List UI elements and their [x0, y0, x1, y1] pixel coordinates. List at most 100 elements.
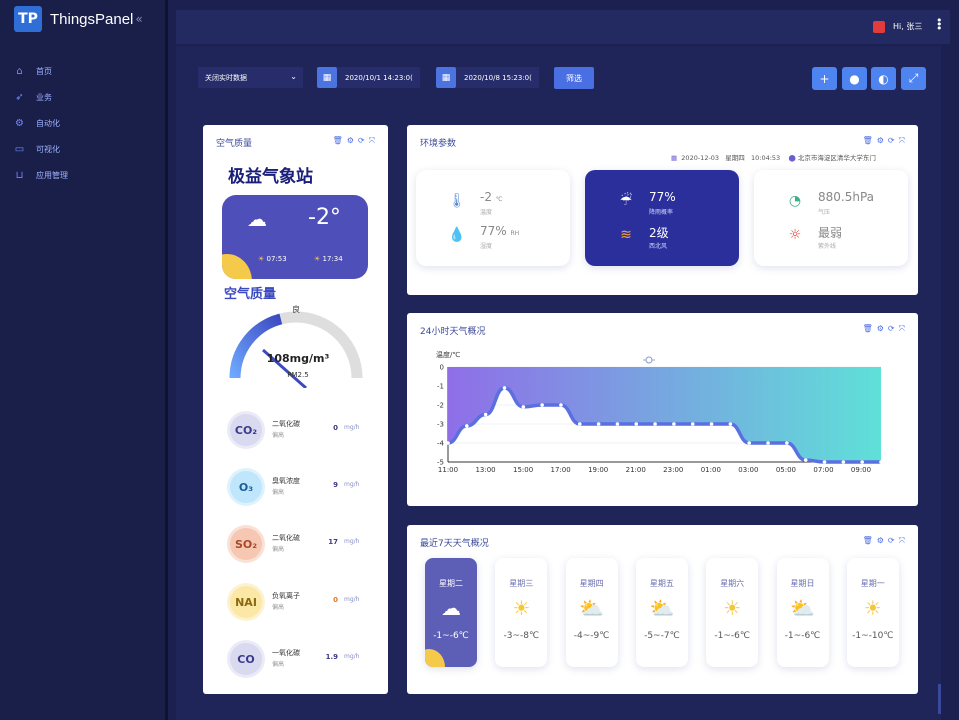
- day-card[interactable]: 星期一 ☀ -1~-10℃: [846, 558, 899, 667]
- data-point[interactable]: [634, 422, 639, 426]
- temperature-chart: 温度/℃ 0 -1 -2 -3 -4 -511:00 13:00 15:00 17:00 19:0…: [436, 350, 883, 474]
- env-stat-row: ☔ 77% 降雨概率: [615, 190, 676, 216]
- filter-button[interactable]: 筛选: [554, 67, 594, 89]
- sidebar-item-label: 首页: [36, 66, 52, 76]
- data-point[interactable]: [747, 441, 752, 445]
- env-stat-card[interactable]: 🌡 -2 ℃ 温度 💧 77% RH 湿度: [416, 170, 570, 266]
- current-weather-box: ☁ -2° ☀ 07:53 ☀ 17:34: [222, 195, 368, 279]
- air-quality-card: 空气质量 🗑 ⚙ ⟳ ⤧ 极益气象站 ☁ -2° ☀ 07:53 ☀ 17:34…: [203, 125, 388, 694]
- theme-button[interactable]: ◐: [871, 67, 896, 90]
- data-point[interactable]: [879, 460, 883, 464]
- collapse-sidebar-icon[interactable]: «: [135, 12, 143, 26]
- user-greeting[interactable]: Hi, 张三: [893, 22, 923, 31]
- card-tools: 🗑 ⚙ ⟳ ⤧: [333, 136, 375, 146]
- trash-icon[interactable]: 🗑: [862, 136, 873, 145]
- data-point[interactable]: [446, 441, 450, 445]
- add-button[interactable]: +: [812, 67, 837, 90]
- data-point[interactable]: [728, 422, 733, 426]
- day-card[interactable]: 星期二 ☁ -1~-6℃: [425, 558, 477, 667]
- refresh-icon[interactable]: ⟳: [357, 136, 365, 145]
- sidebar-item[interactable]: ➶ 业务: [0, 84, 165, 110]
- data-point[interactable]: [559, 403, 563, 407]
- trash-icon[interactable]: 🗑: [862, 536, 873, 545]
- day-card[interactable]: 星期四 ⛅ -4~-9℃: [565, 558, 618, 667]
- refresh-icon[interactable]: ⟳: [887, 136, 895, 145]
- logo[interactable]: TP ThingsPanel «: [14, 6, 143, 32]
- scrollbar[interactable]: [938, 684, 941, 714]
- sidebar-item[interactable]: ⚙ 自动化: [0, 110, 165, 136]
- calendar-icon[interactable]: ▦: [317, 67, 337, 88]
- data-point[interactable]: [785, 441, 789, 445]
- day-range: -4~-9℃: [573, 631, 610, 641]
- refresh-icon[interactable]: ⟳: [887, 324, 895, 333]
- gear-icon[interactable]: ⚙: [876, 324, 884, 333]
- data-point[interactable]: [521, 405, 526, 409]
- data-point[interactable]: [672, 422, 676, 426]
- day-card[interactable]: 星期三 ☀ -3~-8℃: [495, 558, 548, 667]
- env-stat-label: 湿度: [480, 243, 493, 250]
- data-point[interactable]: [860, 460, 864, 464]
- station-name: 极益气象站: [228, 167, 313, 187]
- env-stat-row: ☼ 最弱 紫外线: [784, 224, 842, 250]
- sidebar-item[interactable]: ▭ 可视化: [0, 136, 165, 162]
- data-point[interactable]: [615, 422, 620, 426]
- zoom-slider-handle[interactable]: [643, 356, 655, 364]
- gear-icon[interactable]: ⚙: [346, 136, 354, 145]
- area-fill: [448, 367, 881, 462]
- expand-icon[interactable]: ⤧: [898, 324, 905, 333]
- expand-icon[interactable]: ⤧: [368, 136, 375, 145]
- data-point[interactable]: [766, 441, 770, 445]
- realtime-select[interactable]: 关闭实时数据 ⌄: [198, 67, 303, 88]
- fullscreen-button[interactable]: ⤢: [901, 67, 926, 90]
- pollutant-row: O₃ 臭氧浓度 偏高 9 mg/h: [230, 471, 380, 505]
- day-name: 星期五: [649, 579, 674, 588]
- app-name: ThingsPanel: [50, 10, 134, 28]
- chart-card: 24小时天气概况 🗑 ⚙ ⟳ ⤧ 温度/℃ 0 -1 -2 -3 -4 -5 11:00 13…: [407, 313, 918, 506]
- data-point[interactable]: [653, 422, 657, 426]
- data-point[interactable]: [841, 460, 846, 464]
- end-date-input[interactable]: 2020/10/8 15:23:0(: [456, 67, 539, 88]
- data-point[interactable]: [596, 422, 601, 426]
- env-stat-card[interactable]: ◔ 880.5hPa 气压 ☼ 最弱 紫外线: [754, 170, 908, 266]
- gauge-value: 108mg/m³: [267, 352, 330, 365]
- data-point[interactable]: [822, 460, 827, 464]
- data-point[interactable]: [690, 422, 695, 426]
- day-card[interactable]: 星期五 ⛅ -5~-7℃: [635, 558, 688, 667]
- expand-icon[interactable]: ⤧: [898, 136, 905, 145]
- wind-icon: ≋: [620, 227, 632, 243]
- trash-icon[interactable]: 🗑: [862, 324, 873, 333]
- data-point[interactable]: [803, 458, 808, 462]
- water-drop-button[interactable]: ●: [842, 67, 867, 90]
- data-point[interactable]: [502, 386, 507, 390]
- data-point[interactable]: [709, 422, 714, 426]
- gear-icon[interactable]: ⚙: [876, 136, 884, 145]
- sidebar: TP ThingsPanel « ⌂ 首页 ➶ 业务 ⚙ 自动化 ▭ 可视化 ⊔ 应用管理: [0, 0, 168, 720]
- china-flag-icon[interactable]: [873, 21, 885, 33]
- y-tick-label: -5: [437, 459, 444, 467]
- day-name: 星期一: [860, 579, 885, 588]
- sidebar-item[interactable]: ⌂ 首页: [0, 58, 165, 84]
- day-card[interactable]: 星期六 ☀ -1~-6℃: [706, 558, 759, 667]
- sun-icon: ☀: [723, 596, 742, 620]
- gear-icon[interactable]: ⚙: [876, 536, 884, 545]
- sidebar-item[interactable]: ⊔ 应用管理: [0, 162, 165, 188]
- more-menu-icon[interactable]: • • •: [936, 14, 943, 35]
- card-title: 最近7天天气概况: [420, 539, 489, 549]
- trash-icon[interactable]: 🗑: [332, 136, 343, 145]
- gauge-fill: [229, 313, 283, 379]
- x-tick-label: 23:00: [663, 466, 683, 474]
- env-stat-row: ◔ 880.5hPa 气压: [784, 190, 874, 216]
- refresh-icon[interactable]: ⟳: [887, 536, 895, 545]
- day-card[interactable]: 星期日 ⛅ -1~-6℃: [776, 558, 829, 667]
- automation-icon: ⚙: [15, 117, 24, 129]
- data-point[interactable]: [577, 422, 582, 426]
- calendar-icon[interactable]: ▦: [436, 67, 456, 88]
- env-stat-card[interactable]: ☔ 77% 降雨概率 ≋ 2级 西北风: [585, 170, 739, 266]
- expand-icon[interactable]: ⤧: [898, 536, 905, 545]
- data-point[interactable]: [483, 412, 488, 417]
- data-point[interactable]: [465, 424, 469, 428]
- environment-card: 环境参数 🗑 ⚙ ⟳ ⤧ ▦ 2020-12-03 星期四 10:04:53 ⬤…: [407, 125, 918, 295]
- start-date-input[interactable]: 2020/10/1 14:23:0(: [337, 67, 420, 88]
- card-tools: 🗑 ⚙ ⟳ ⤧: [863, 536, 905, 546]
- data-point[interactable]: [540, 403, 544, 407]
